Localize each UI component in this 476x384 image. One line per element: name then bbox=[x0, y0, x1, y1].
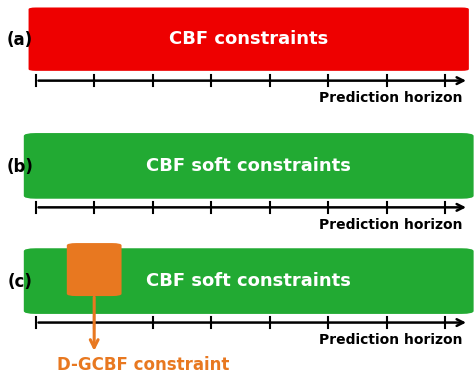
Text: Prediction horizon: Prediction horizon bbox=[318, 91, 462, 105]
Text: (b): (b) bbox=[7, 158, 33, 176]
Text: CBF soft constraints: CBF soft constraints bbox=[146, 157, 351, 175]
Text: CBF soft constraints: CBF soft constraints bbox=[146, 272, 351, 290]
Text: (c): (c) bbox=[8, 273, 32, 291]
Text: (a): (a) bbox=[7, 31, 33, 49]
Text: Prediction horizon: Prediction horizon bbox=[318, 218, 462, 232]
Text: Prediction horizon: Prediction horizon bbox=[318, 333, 462, 347]
FancyBboxPatch shape bbox=[24, 133, 474, 199]
FancyBboxPatch shape bbox=[24, 248, 474, 314]
Text: CBF constraints: CBF constraints bbox=[169, 30, 328, 48]
Text: D-GCBF constraint: D-GCBF constraint bbox=[57, 356, 229, 374]
FancyBboxPatch shape bbox=[29, 8, 469, 71]
FancyBboxPatch shape bbox=[67, 243, 121, 296]
